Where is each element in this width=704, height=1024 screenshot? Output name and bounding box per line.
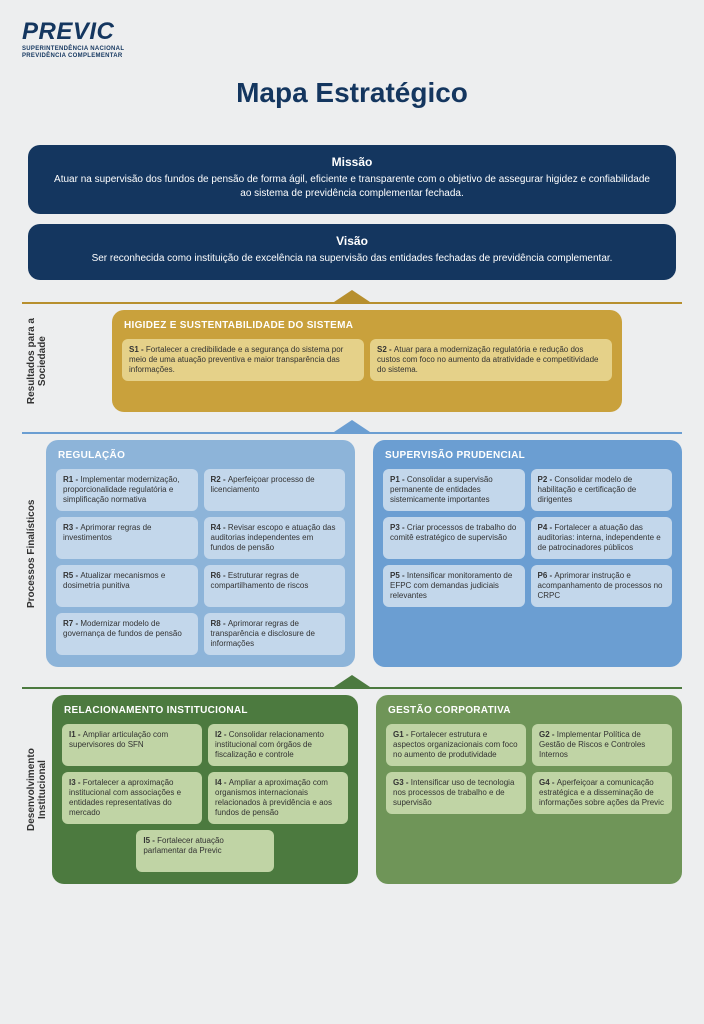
label-results: Resultados para aSociedade: [22, 310, 52, 412]
card-r2: R2 - Aperfeiçoar processo de licenciamen…: [204, 469, 346, 511]
vision-text: Ser reconhecida como instituição de exce…: [52, 252, 652, 266]
mission-block: Missão Atuar na supervisão dos fundos de…: [28, 145, 676, 214]
divider-gold: [22, 302, 682, 304]
cards-relationship: I1 - Ampliar articulação com supervisore…: [62, 724, 348, 872]
logo-sub1: SUPERINTENDÊNCIA NACIONAL: [22, 46, 682, 53]
cards-sustain: S1 - Fortalecer a credibilidade e a segu…: [122, 339, 612, 381]
card-i3: I3 - Fortalecer a aproximação institucio…: [62, 772, 202, 824]
card-i4: I4 - Ampliar a aproximação com organismo…: [208, 772, 348, 824]
card-r7: R7 - Modernizar modelo de governança de …: [56, 613, 198, 655]
cards-regulation: R1 - Implementar modernização, proporcio…: [56, 469, 345, 655]
arrow-blue-icon: [334, 420, 370, 432]
cat-title-corporate: GESTÃO CORPORATIVA: [386, 705, 672, 716]
section-institutional: DesenvolvimentoInstitucional RELACIONAME…: [22, 695, 682, 884]
card-r4: R4 - Revisar escopo e atuação das audito…: [204, 517, 346, 559]
cards-corporate: G1 - Fortalecer estrutura e aspectos org…: [386, 724, 672, 814]
label-processes: Processos Finalísticos: [22, 440, 46, 667]
card-s1: S1 - Fortalecer a credibilidade e a segu…: [122, 339, 364, 381]
card-i5: I5 - Fortalecer atuação parlamentar da P…: [136, 830, 273, 872]
category-regulation: REGULAÇÃO R1 - Implementar modernização,…: [46, 440, 355, 667]
vision-block: Visão Ser reconhecida como instituição d…: [28, 224, 676, 280]
card-p2: P2 - Consolidar modelo de habilitação e …: [531, 469, 673, 511]
category-corporate: GESTÃO CORPORATIVA G1 - Fortalecer estru…: [376, 695, 682, 884]
cat-title-regulation: REGULAÇÃO: [56, 450, 345, 461]
card-i2: I2 - Consolidar relacionamento instituci…: [208, 724, 348, 766]
card-r5: R5 - Atualizar mecanismos e dosimetria p…: [56, 565, 198, 607]
arrow-gold-icon: [334, 290, 370, 302]
logo-sub2: PREVIDÊNCIA COMPLEMENTAR: [22, 53, 682, 60]
card-r8: R8 - Aprimorar regras de transparência e…: [204, 613, 346, 655]
category-supervision: SUPERVISÃO PRUDENCIAL P1 - Consolidar a …: [373, 440, 682, 667]
cat-title-relationship: RELACIONAMENTO INSTITUCIONAL: [62, 705, 348, 716]
card-g2: G2 - Implementar Política de Gestão de R…: [532, 724, 672, 766]
card-p4: P4 - Fortalecer a atuação das auditorias…: [531, 517, 673, 559]
card-r6: R6 - Estruturar regras de compartilhamen…: [204, 565, 346, 607]
card-p3: P3 - Criar processos de trabalho do comi…: [383, 517, 525, 559]
cat-title-sustain: HIGIDEZ E SUSTENTABILIDADE DO SISTEMA: [122, 320, 612, 331]
cat-title-supervision: SUPERVISÃO PRUDENCIAL: [383, 450, 672, 461]
mission-text: Atuar na supervisão dos fundos de pensão…: [52, 173, 652, 200]
card-s2: S2 - Atuar para a modernização regulatór…: [370, 339, 612, 381]
page-title: Mapa Estratégico: [22, 77, 682, 109]
section-results: Resultados para aSociedade HIGIDEZ E SUS…: [22, 310, 682, 412]
divider-green: [22, 687, 682, 689]
card-p1: P1 - Consolidar a supervisão permanente …: [383, 469, 525, 511]
card-g1: G1 - Fortalecer estrutura e aspectos org…: [386, 724, 526, 766]
card-i1: I1 - Ampliar articulação com supervisore…: [62, 724, 202, 766]
card-g3: G3 - Intensificar uso de tecnologia nos …: [386, 772, 526, 814]
mission-heading: Missão: [52, 155, 652, 169]
category-sustainability: HIGIDEZ E SUSTENTABILIDADE DO SISTEMA S1…: [112, 310, 622, 412]
section-processes: Processos Finalísticos REGULAÇÃO R1 - Im…: [22, 440, 682, 667]
logo-main: PREVIC: [22, 18, 682, 46]
card-g4: G4 - Aperfeiçoar a comunicação estratégi…: [532, 772, 672, 814]
vision-heading: Visão: [52, 234, 652, 248]
arrow-green-icon: [334, 675, 370, 687]
divider-blue: [22, 432, 682, 434]
card-r1: R1 - Implementar modernização, proporcio…: [56, 469, 198, 511]
cards-supervision: P1 - Consolidar a supervisão permanente …: [383, 469, 672, 607]
label-institutional: DesenvolvimentoInstitucional: [22, 695, 52, 884]
card-r3: R3 - Aprimorar regras de investimentos: [56, 517, 198, 559]
card-p5: P5 - Intensificar monitoramento de EFPC …: [383, 565, 525, 607]
card-p6: P6 - Aprimorar instrução e acompanhament…: [531, 565, 673, 607]
category-relationship: RELACIONAMENTO INSTITUCIONAL I1 - Amplia…: [52, 695, 358, 884]
logo: PREVIC SUPERINTENDÊNCIA NACIONAL PREVIDÊ…: [22, 18, 682, 59]
